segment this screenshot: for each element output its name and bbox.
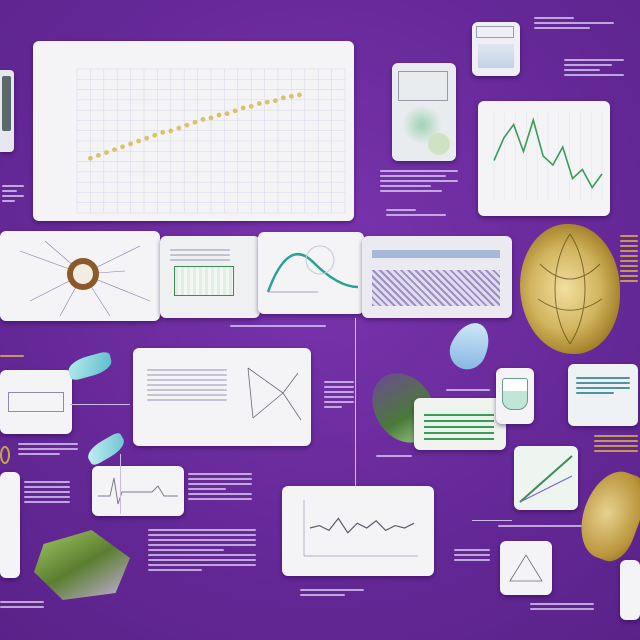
heatmap-panel xyxy=(362,236,512,318)
scatter-point xyxy=(104,150,109,155)
bottle-caption xyxy=(18,440,78,458)
lower-left-gold-caption xyxy=(0,352,24,360)
small-graph-card xyxy=(0,370,72,434)
bottom-line-chart-card xyxy=(282,486,434,576)
scatter-point xyxy=(168,128,174,134)
scatter-point xyxy=(264,99,270,105)
schematic-card xyxy=(500,541,552,595)
green-gem xyxy=(34,530,130,600)
signal-caption xyxy=(188,470,252,503)
scatter-point xyxy=(120,144,125,150)
water-droplet xyxy=(443,316,497,376)
bottom-right-caption xyxy=(530,600,594,613)
bottle-caption-2 xyxy=(24,478,70,506)
bottom-line-chart xyxy=(303,500,418,557)
specimen-photo-card xyxy=(392,63,456,161)
top-right-caption-lines xyxy=(534,14,614,32)
notes-caption-lines xyxy=(324,378,354,411)
scatter-point xyxy=(256,101,262,106)
scatter-point xyxy=(96,153,101,158)
scatter-point xyxy=(232,108,238,114)
blue-crystal-2 xyxy=(84,431,128,467)
middle-caption-lines-b xyxy=(386,206,446,219)
top-right-caption-lines-2 xyxy=(564,56,624,79)
top-tag-card xyxy=(472,22,520,76)
scatter-point xyxy=(289,93,294,99)
banner-caption-lines xyxy=(230,322,326,330)
graph-paper-card xyxy=(414,398,506,450)
fossil-caption-lines xyxy=(620,232,638,285)
scatter-point xyxy=(176,125,182,131)
scatter-point xyxy=(136,138,142,144)
series-line xyxy=(309,517,415,534)
connector-a xyxy=(472,520,512,521)
scatter-point xyxy=(224,111,230,117)
edge-device-widget xyxy=(0,70,14,152)
connector-c xyxy=(120,454,121,514)
corner-device-card xyxy=(620,560,640,620)
main-chart-card xyxy=(33,41,354,221)
right-line-chart xyxy=(493,111,603,201)
scatter-point xyxy=(272,98,278,104)
scatter-point xyxy=(88,155,93,161)
scatter-point xyxy=(280,95,286,101)
gem-caption-2 xyxy=(148,526,256,574)
scatter-point xyxy=(248,104,254,109)
left-caption-lines xyxy=(2,182,24,205)
scatter-point xyxy=(208,115,214,121)
flask-card xyxy=(496,368,534,424)
bottom-chart-caption xyxy=(300,586,364,599)
scatter-point xyxy=(200,117,206,122)
scatter-point xyxy=(297,92,302,98)
gold-ring xyxy=(0,446,10,464)
right-gold-caption xyxy=(594,432,638,455)
scatter-point xyxy=(152,132,158,138)
cell-diagram-card xyxy=(0,231,160,321)
chart-points xyxy=(88,92,302,161)
scatter-point xyxy=(128,141,133,147)
gold-leaf xyxy=(570,463,640,567)
connector-b xyxy=(70,404,130,405)
scatter-point xyxy=(112,147,117,153)
blue-crystal xyxy=(66,350,114,382)
mineral-caption-2 xyxy=(446,386,490,394)
data-table-panel xyxy=(160,236,260,318)
scatter-point xyxy=(144,135,150,141)
cell-diagram xyxy=(19,240,151,317)
scatter-point xyxy=(160,129,166,135)
lab-notes-card xyxy=(133,348,311,446)
scatter-point xyxy=(184,122,190,128)
right-line-chart-card xyxy=(478,101,610,216)
chart-grid xyxy=(76,68,346,214)
bottom-center-caption xyxy=(454,546,490,564)
ammonite-fossil xyxy=(520,224,620,354)
scatter-point xyxy=(240,105,246,111)
series-line xyxy=(493,117,603,189)
caption-box-right xyxy=(568,364,638,426)
scatter-point xyxy=(216,112,222,118)
main-scatter-chart xyxy=(76,68,346,214)
middle-caption-lines xyxy=(380,167,458,195)
scatter-point xyxy=(192,119,198,125)
diagonal-chart-card xyxy=(514,446,578,510)
mineral-caption xyxy=(376,452,412,460)
diagonal-caption xyxy=(498,522,582,530)
signal-card xyxy=(92,466,184,516)
banner-stem xyxy=(355,318,356,488)
curve-diagram-panel xyxy=(258,232,364,314)
gem-caption xyxy=(0,598,44,611)
bottle-card xyxy=(0,472,20,578)
